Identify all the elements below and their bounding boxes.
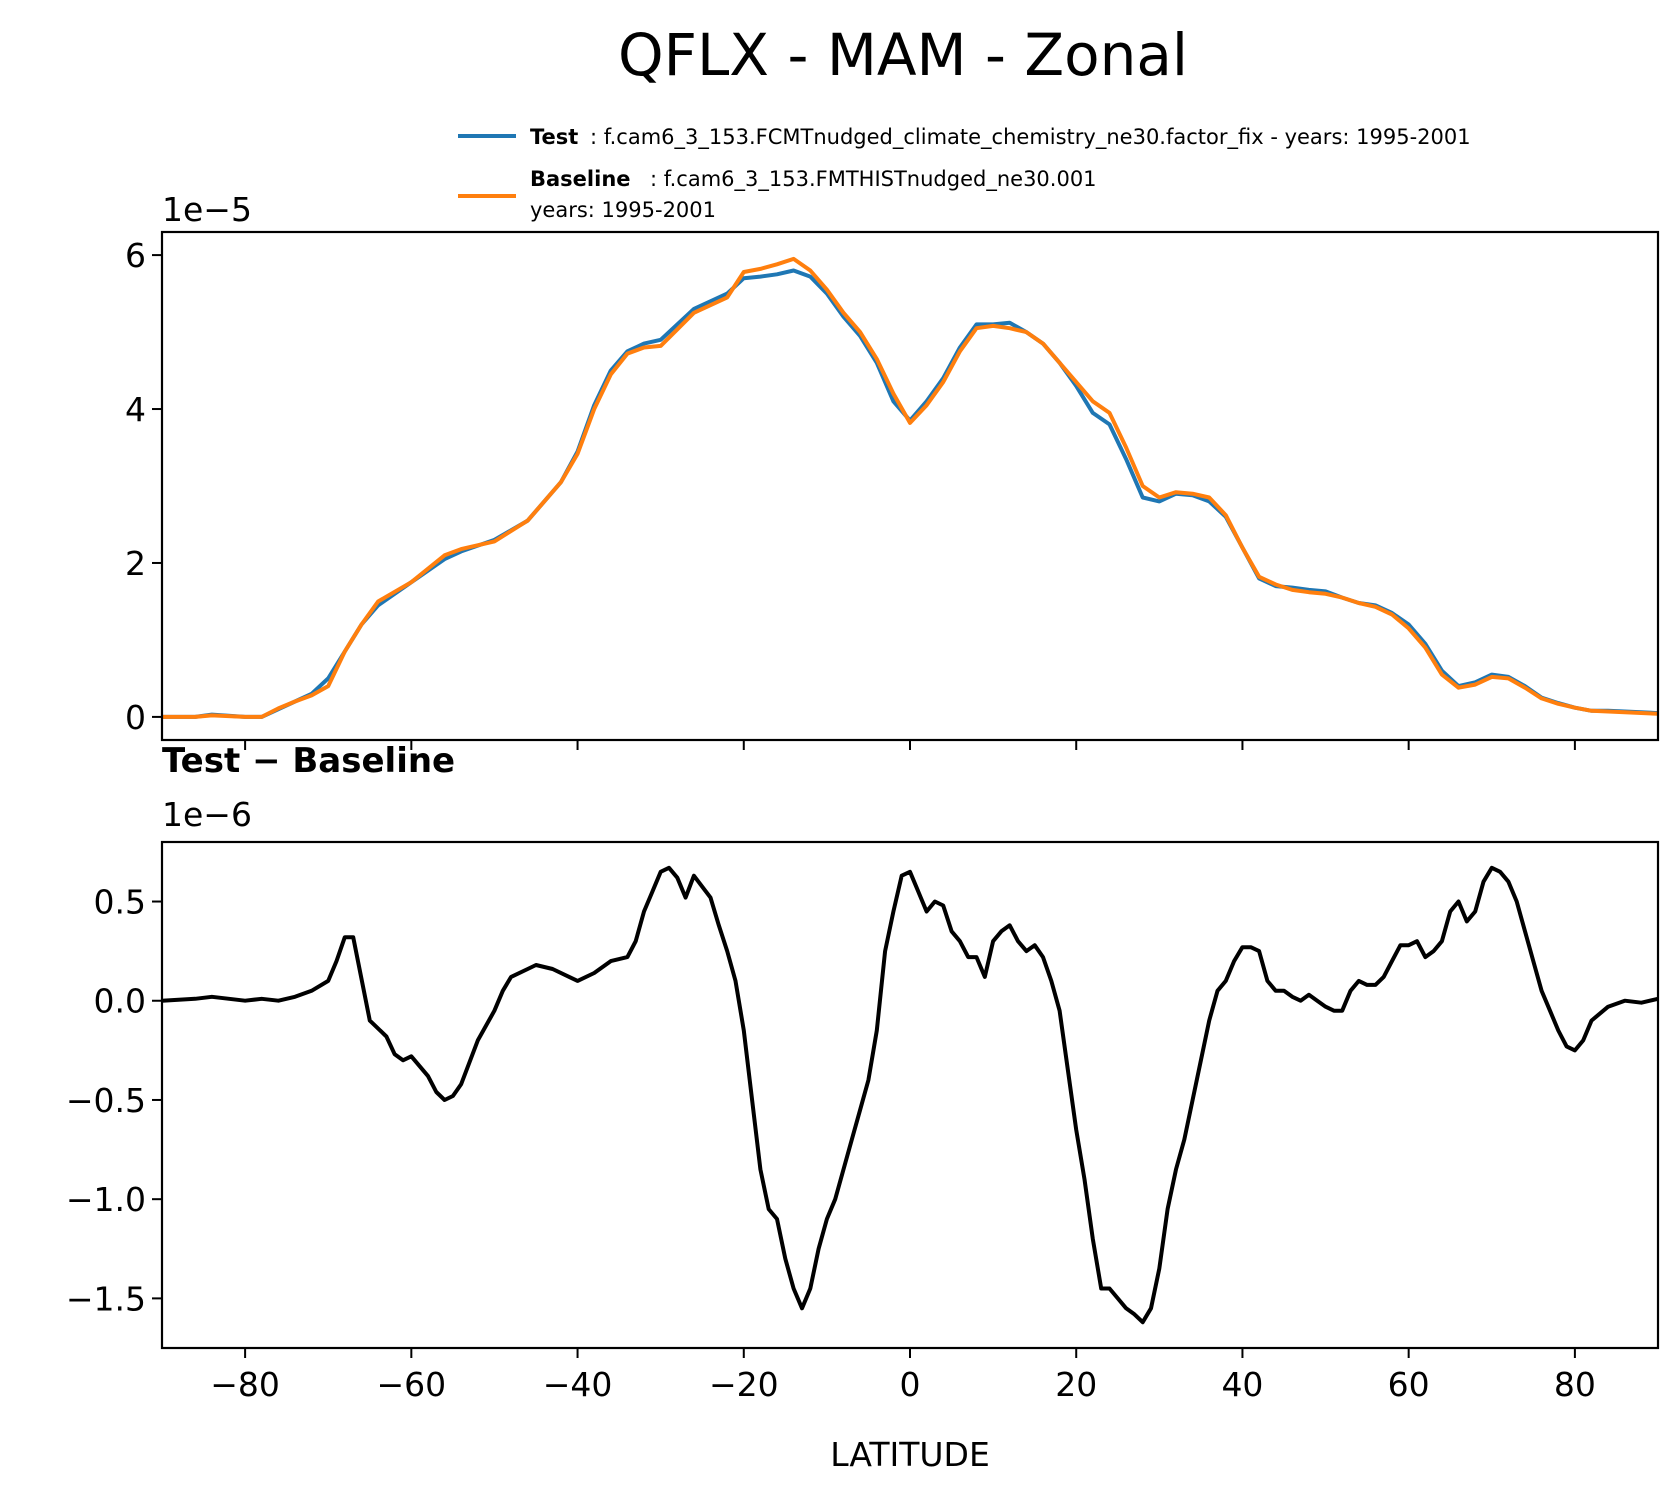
top-axes-frame — [160, 230, 1660, 742]
bottom-y-tick-label: −1.5 — [66, 1279, 146, 1318]
bottom-x-tick-label: 0 — [900, 1365, 921, 1404]
x-axis-label: LATITUDE — [830, 1435, 990, 1474]
top-series — [162, 256, 1659, 719]
bottom-y-tick-label: −1.0 — [66, 1180, 146, 1219]
top-y-tick-label: 0 — [125, 698, 146, 737]
top-y-tick-label: 6 — [125, 236, 146, 275]
bottom-x-tick-label: −40 — [543, 1365, 613, 1404]
legend-test-label: Test — [530, 125, 578, 149]
bottom-x-tick-label: 20 — [1055, 1365, 1097, 1404]
legend-baseline-desc: : f.cam6_3_153.FMTHISTnudged_ne30.001 — [650, 167, 1097, 192]
bottom-offset-label: 1e−6 — [162, 795, 252, 834]
legend-test-desc: : f.cam6_3_153.FCMTnudged_climate_chemis… — [590, 125, 1471, 150]
bottom-x-tick-label: −60 — [377, 1365, 447, 1404]
top-y-tick-label: 2 — [125, 544, 146, 583]
bottom-y-tick-label: −0.5 — [66, 1081, 146, 1120]
top-panel: 1e−5 0 2 4 6 — [125, 190, 1660, 750]
top-y-tick-label: 4 — [125, 390, 146, 429]
bottom-x-tick-label: 80 — [1554, 1365, 1596, 1404]
bottom-panel-title: Test − Baseline — [162, 741, 455, 781]
bottom-x-tick-label: 40 — [1221, 1365, 1263, 1404]
bottom-x-tick-label: −80 — [210, 1365, 280, 1404]
bottom-x-tick-label: −20 — [709, 1365, 779, 1404]
bottom-y-ticks: −1.5 −1.0 −0.5 0.0 0.5 — [66, 883, 162, 1318]
top-series-baseline — [162, 256, 1659, 719]
bottom-series-test-baseline — [161, 865, 1659, 1325]
top-x-ticks — [244, 740, 1576, 750]
bottom-x-ticks: −80 −60 −40 −20 0 20 40 60 80 — [210, 1348, 1596, 1404]
legend-baseline-years: years: 1995-2001 — [530, 198, 716, 222]
bottom-y-tick-label: 0.0 — [94, 982, 146, 1021]
top-offset-label: 1e−5 — [162, 190, 252, 229]
bottom-axes-frame — [160, 840, 1660, 1350]
top-series-test — [162, 268, 1659, 719]
figure-title: QFLX - MAM - Zonal — [618, 21, 1188, 89]
bottom-series — [161, 865, 1659, 1325]
bottom-y-tick-label: 0.5 — [94, 883, 146, 922]
bottom-panel: Test − Baseline 1e−6 −1.5−1.0−0.50.00.5 … — [66, 741, 1660, 1474]
bottom-x-tick-label: 60 — [1388, 1365, 1430, 1404]
top-y-ticks: 0 2 4 6 — [125, 236, 162, 737]
legend: Test : f.cam6_3_153.FCMTnudged_climate_c… — [458, 125, 1471, 222]
legend-baseline-label: Baseline — [530, 167, 631, 191]
